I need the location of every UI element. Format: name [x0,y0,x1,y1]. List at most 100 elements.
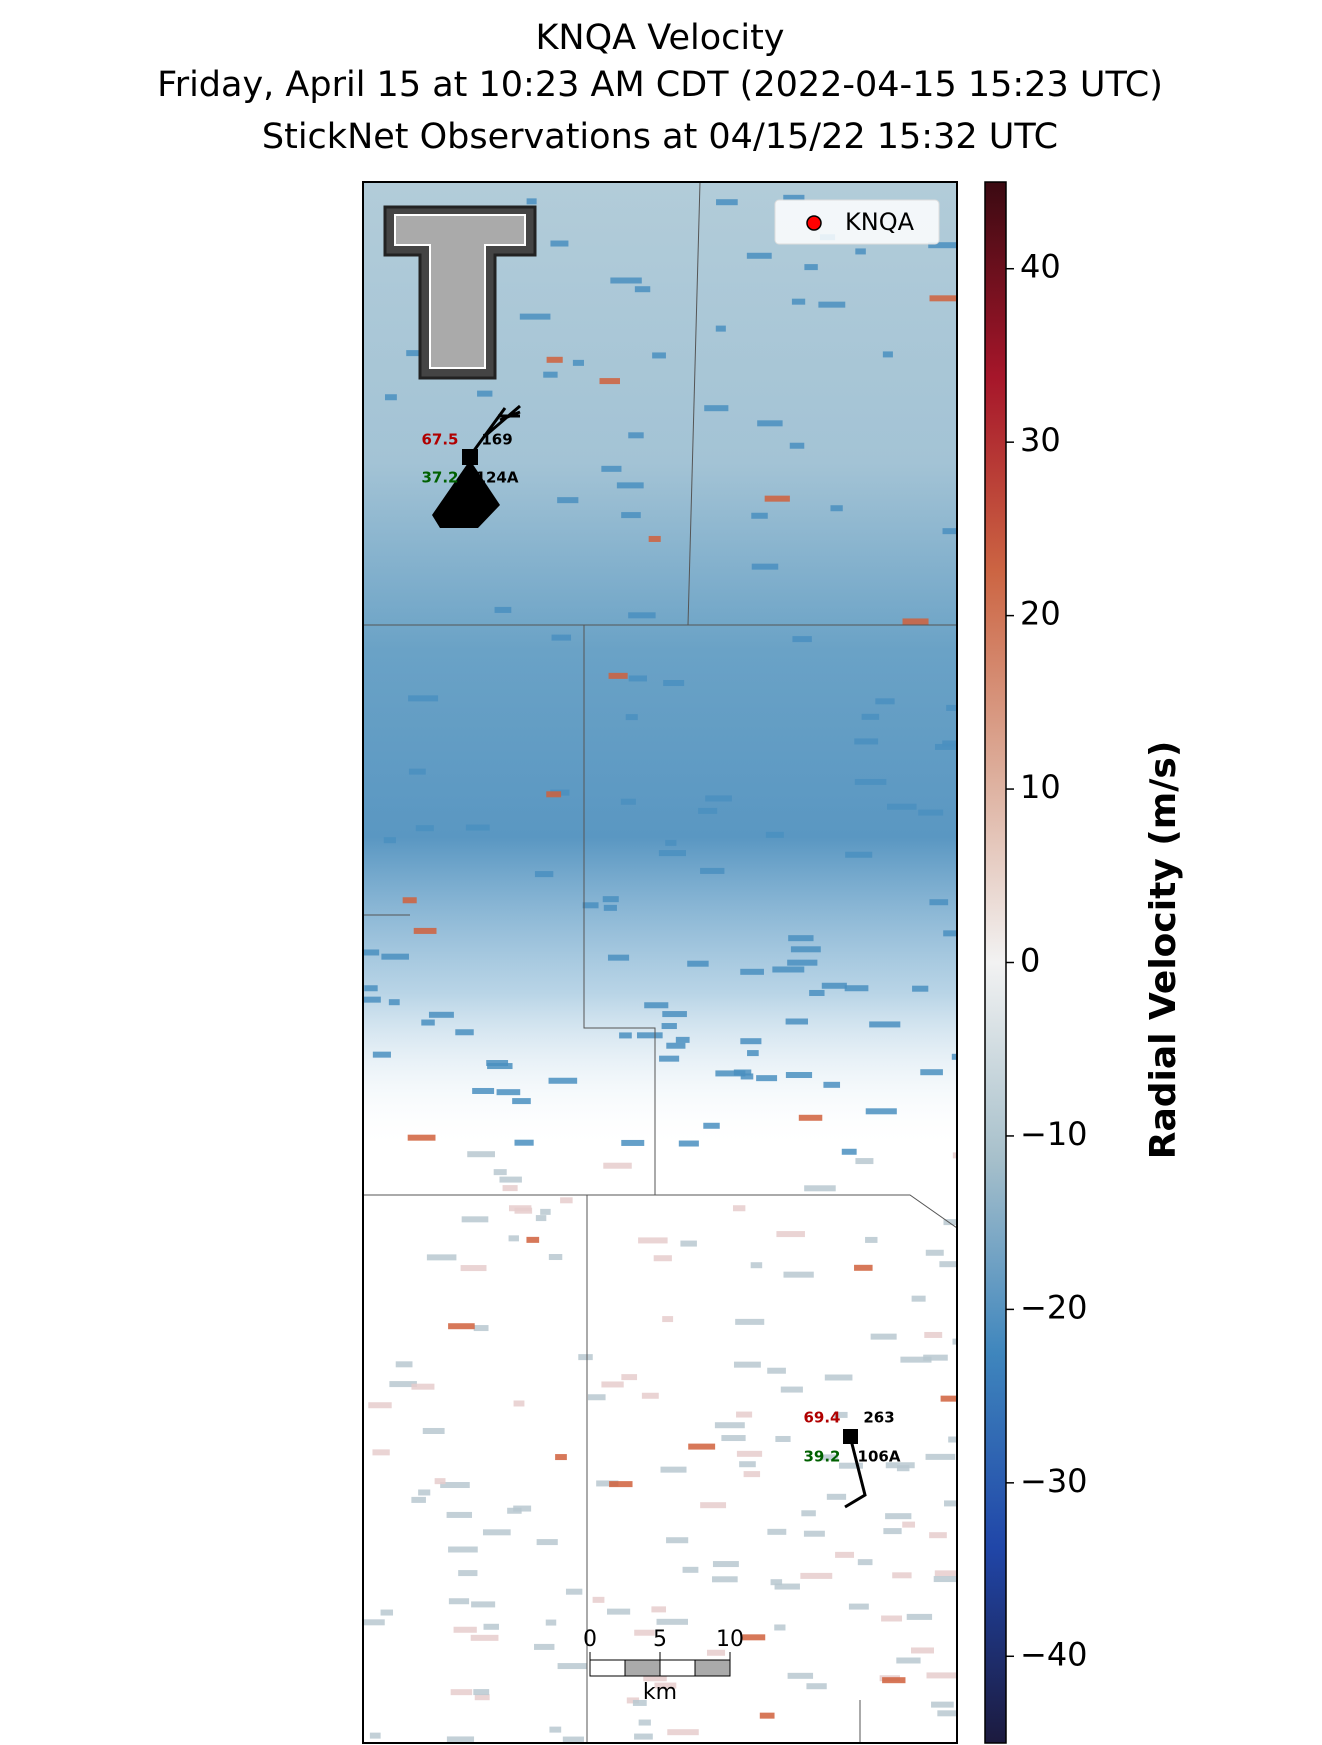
radar-speckle [911,1295,926,1302]
radar-speckle [933,1576,957,1583]
radar-speckle [746,252,772,259]
radar-speckle [363,996,381,1003]
radar-speckle [648,535,661,542]
radar-speckle [736,1411,753,1418]
radar-speckle [928,242,957,249]
radar-speckle [653,1255,672,1262]
radar-speckle [477,390,493,397]
radar-speckle [428,1011,454,1018]
radar-speckle [854,738,879,745]
dewpoint: 39.2 [803,1448,840,1466]
scale-tick-label: 10 [716,1627,744,1652]
radar-speckle [838,1462,863,1469]
radar-speckle [596,1480,619,1487]
radar-speckle [471,1601,496,1608]
radar-speckle [592,1596,605,1603]
radar-speckle [667,1729,699,1736]
title-line: Friday, April 15 at 10:23 AM CDT (2022-0… [157,65,1163,105]
radar-speckle [844,985,869,992]
radar-speckle [943,930,957,937]
radar-speckle [845,851,873,858]
radar-speckle [956,689,957,696]
radar-speckle [363,1619,385,1626]
radar-speckle [603,1162,632,1169]
radar-speckle [948,1436,957,1443]
radar-speckle [923,1354,948,1361]
radar-speckle [900,1356,932,1363]
radar-speckle [789,442,805,449]
radar-speckle [551,634,572,641]
radar-speckle [388,999,400,1006]
radar-speckle [383,837,396,844]
radar-speckles [363,194,957,1743]
radar-speckle [865,1108,897,1115]
radar-speckle [750,1262,763,1269]
radar-speckle [656,1618,688,1625]
scale-unit: km [643,1680,677,1705]
radar-speckle [582,902,599,909]
radar-speckle [733,1361,761,1368]
radar-speckle [924,1331,943,1338]
radar-speckle [742,1634,766,1641]
radar-speckle [473,1325,489,1332]
radar-speckle [855,1158,874,1165]
radar-speckle [887,803,917,810]
radar-speckle [666,1042,686,1049]
radar-speckle [512,1098,531,1105]
radar-speckle [875,698,895,705]
map [363,182,957,1743]
radar-speckle [780,1386,803,1393]
temperature: 69.4 [803,1409,840,1427]
radar-speckle [534,871,554,878]
radar-speckle [715,1070,746,1077]
radar-speckle [823,1081,841,1088]
radar-speckle [767,1528,787,1535]
radar-speckle [882,1677,906,1684]
radar-speckle [458,1570,478,1577]
radar-speckle [869,1021,901,1028]
radar-speckle [739,1461,756,1468]
radar-speckle [663,680,685,687]
radar-speckle [800,1572,833,1579]
radar-speckle [951,1053,957,1060]
radar-speckle [798,1114,823,1121]
radar-speckle [806,1683,827,1690]
radar-speckle [369,1732,381,1739]
radar-speckle [732,1205,746,1212]
radar-speckle [526,198,537,205]
radar-speckle [483,1623,499,1630]
radar-speckle [543,371,558,378]
radar-speckle [486,1060,509,1067]
radar-speckle [712,1561,739,1568]
radar-speckle [638,1719,651,1726]
radar-speckle [772,966,805,973]
scale-segment [694,1659,731,1677]
radar-speckle [700,1502,727,1509]
radar-speckle [550,240,569,247]
radar-speckle [607,1608,631,1615]
station-id: 106A [858,1448,901,1466]
radar-speckle [465,824,490,831]
radar-speckle [743,1471,761,1478]
radar-speckle [906,1613,933,1620]
wind-direction: 169 [481,431,512,449]
radar-speckle [603,904,617,911]
radar-speckle [453,1626,477,1633]
radar-speckle [519,313,551,320]
radar-speckle [736,1450,763,1457]
radar-speckle [654,1682,677,1689]
radar-speckle [610,277,642,284]
radar-speckle [632,1699,647,1706]
radar-speckle [675,1036,690,1043]
radar-speckle [607,954,630,961]
radar-speckle [937,1710,957,1717]
radar-speckle [809,989,825,996]
radar-speckle [787,959,818,966]
radar-speckle [952,1338,957,1345]
temperature: 67.5 [421,431,458,449]
radar-speckle [482,1529,511,1536]
radar-speckle [946,704,957,711]
radar-speckle [502,1185,518,1192]
radar-speckle [368,1402,392,1409]
